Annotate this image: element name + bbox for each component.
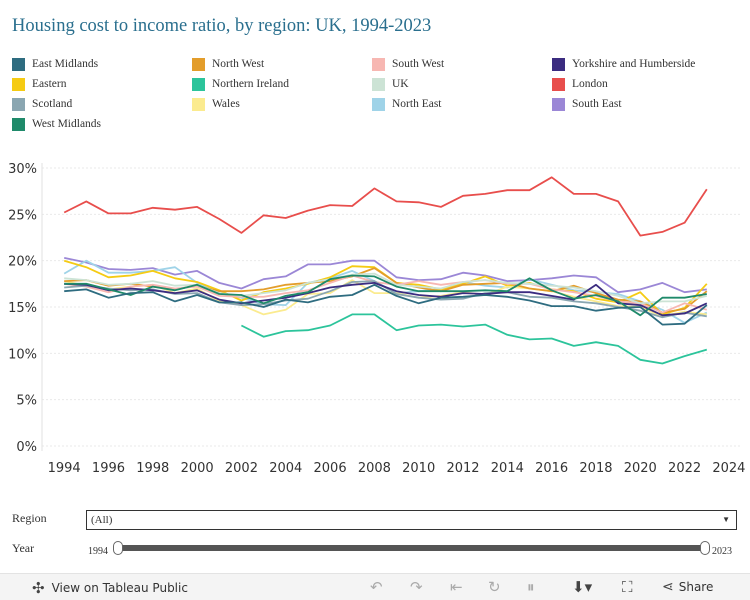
legend-swatch xyxy=(552,97,565,111)
x-tick-label: 2014 xyxy=(491,461,524,476)
legend-item[interactable]: North West xyxy=(192,55,264,73)
download-icon[interactable]: ⬇▾ xyxy=(572,578,593,596)
x-tick-label: 2024 xyxy=(712,461,745,476)
x-tick-label: 2020 xyxy=(624,461,657,476)
legend-label: South West xyxy=(392,58,445,70)
legend-label: East Midlands xyxy=(32,58,99,70)
x-tick-label: 1994 xyxy=(48,461,81,476)
view-on-tableau-link[interactable]: ✣ View on Tableau Public xyxy=(32,579,188,597)
y-tick-label: 20% xyxy=(8,255,37,270)
legend-label: UK xyxy=(392,78,409,90)
series-line xyxy=(64,272,708,305)
year-slider-max: 2023 xyxy=(712,546,732,557)
undo-icon[interactable]: ↶ xyxy=(370,578,383,596)
series-line xyxy=(64,257,707,294)
series-line xyxy=(64,274,707,317)
legend-label: North West xyxy=(212,58,265,70)
legend-label: Yorkshire and Humberside xyxy=(572,58,696,70)
revert-icon[interactable]: ⇤ xyxy=(450,578,463,596)
legend-item[interactable]: Scotland xyxy=(12,95,72,113)
legend-item[interactable]: London xyxy=(552,75,608,93)
legend-swatch xyxy=(192,57,205,71)
y-tick-label: 15% xyxy=(8,301,37,316)
legend-label: London xyxy=(572,78,608,90)
x-tick-label: 2008 xyxy=(358,461,391,476)
series-line xyxy=(63,176,708,237)
legend-swatch xyxy=(372,97,385,111)
legend-swatch xyxy=(372,57,385,71)
x-tick-label: 2010 xyxy=(402,461,435,476)
legend-swatch xyxy=(12,97,25,111)
share-label: Share xyxy=(678,580,714,594)
legend-swatch xyxy=(552,77,565,91)
legend: East Midlands North West South West Yorkshi… xyxy=(12,55,742,135)
x-tick-label: 1998 xyxy=(136,461,169,476)
legend-label: Eastern xyxy=(32,78,67,90)
legend-label: Wales xyxy=(212,98,240,110)
legend-label: North East xyxy=(392,98,442,110)
tableau-toolbar: ✣ View on Tableau Public ↶ ↷ ⇤ ↻ ⏸ ⬇▾ ⛶ … xyxy=(0,573,750,600)
y-tick-label: 30% xyxy=(8,162,37,177)
series-line xyxy=(64,283,708,326)
x-tick-label: 2006 xyxy=(314,461,347,476)
series-line xyxy=(64,282,708,317)
y-tick-label: 0% xyxy=(16,440,37,455)
x-tick-label: 2002 xyxy=(225,461,258,476)
year-slider-handle-min[interactable] xyxy=(113,541,123,555)
y-tick-label: 10% xyxy=(8,347,37,362)
chart-title: Housing cost to income ratio, by region:… xyxy=(12,16,432,36)
region-select-value: (All) xyxy=(91,514,113,526)
legend-label: South East xyxy=(572,98,622,110)
refresh-icon[interactable]: ↻ xyxy=(488,578,501,596)
legend-swatch xyxy=(372,77,385,91)
x-tick-label: 1996 xyxy=(92,461,125,476)
x-tick-label: 2022 xyxy=(668,461,701,476)
share-icon: ⋖ xyxy=(662,579,674,595)
legend-label: West Midlands xyxy=(32,118,102,130)
legend-item[interactable]: West Midlands xyxy=(12,115,101,133)
view-on-tableau-label: View on Tableau Public xyxy=(51,581,188,595)
filter-panel: Region (All) ▼ Year 1994 2023 xyxy=(0,505,750,565)
year-slider-track[interactable] xyxy=(117,545,707,551)
chevron-down-icon: ▼ xyxy=(722,515,730,524)
legend-item[interactable]: South West xyxy=(372,55,444,73)
legend-item[interactable]: South East xyxy=(552,95,622,113)
legend-label: Northern Ireland xyxy=(212,78,289,90)
x-tick-label: 2018 xyxy=(579,461,612,476)
legend-item[interactable]: Wales xyxy=(192,95,240,113)
legend-swatch xyxy=(12,57,25,71)
legend-swatch xyxy=(12,117,25,131)
year-slider-min: 1994 xyxy=(88,546,108,557)
line-chart: 0% 5% 10% 15% 20% 25% 30% 1994 1996 1998 2000 2002 2… xyxy=(8,162,745,476)
year-filter-label: Year xyxy=(12,541,35,555)
x-tick-label: 2016 xyxy=(535,461,568,476)
region-filter-label: Region xyxy=(12,511,47,525)
tableau-logo-icon: ✣ xyxy=(32,579,45,597)
legend-item[interactable]: Eastern xyxy=(12,75,66,93)
legend-item[interactable]: Yorkshire and Humberside xyxy=(552,55,695,73)
share-button[interactable]: ⋖ Share xyxy=(662,579,713,595)
y-tick-label: 25% xyxy=(8,208,37,223)
y-tick-label: 5% xyxy=(16,394,37,409)
legend-item[interactable]: East Midlands xyxy=(12,55,98,73)
legend-swatch xyxy=(192,77,205,91)
pause-icon[interactable]: ⏸ xyxy=(527,578,535,596)
x-tick-label: 2000 xyxy=(181,461,214,476)
legend-swatch xyxy=(192,97,205,111)
region-select[interactable]: (All) ▼ xyxy=(86,510,737,530)
redo-icon[interactable]: ↷ xyxy=(410,578,423,596)
series-line xyxy=(240,313,708,365)
fullscreen-icon[interactable]: ⛶ xyxy=(622,578,633,596)
legend-swatch xyxy=(12,77,25,91)
legend-swatch xyxy=(552,57,565,71)
year-slider-handle-max[interactable] xyxy=(700,541,710,555)
legend-item[interactable]: UK xyxy=(372,75,409,93)
legend-item[interactable]: North East xyxy=(372,95,442,113)
legend-item[interactable]: Northern Ireland xyxy=(192,75,289,93)
x-tick-label: 2012 xyxy=(446,461,479,476)
legend-label: Scotland xyxy=(32,98,73,110)
x-tick-label: 2004 xyxy=(269,461,302,476)
series-line xyxy=(64,279,707,318)
